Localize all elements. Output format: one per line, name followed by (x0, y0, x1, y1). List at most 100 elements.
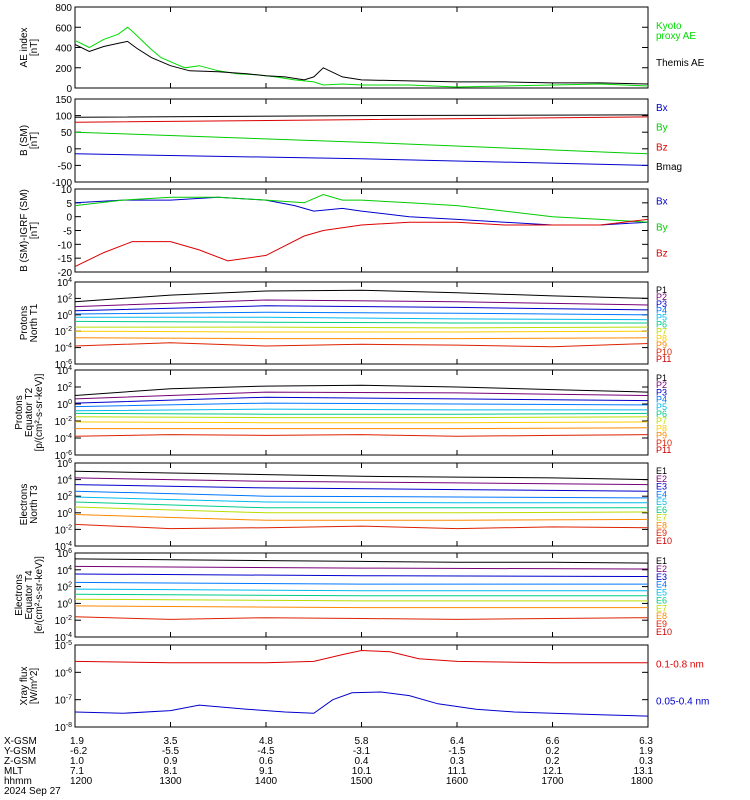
y-tick-label: 0 (66, 84, 72, 95)
legend-label-e8: E8 (656, 520, 667, 530)
x-axis-tick-value: -3.1 (353, 746, 371, 757)
panel-frame (74, 188, 649, 273)
series-line-e4 (75, 581, 648, 585)
y-tick-label: 800 (55, 3, 72, 14)
y-axis-title-line: Protons (14, 395, 25, 429)
series-line-p7 (75, 416, 648, 419)
series-line-bz (75, 116, 648, 123)
tick-label-base: 10 (55, 344, 67, 355)
legend-label-e5: E5 (656, 497, 667, 507)
y-tick-label: -15 (58, 254, 73, 265)
y-axis-title-line: North T3 (29, 485, 40, 524)
tick-label-base: 10 (57, 566, 69, 577)
tick-label-exponent: 6 (68, 458, 72, 465)
tick-label-base: 10 (55, 327, 67, 338)
x-axis-tick-value: 12.1 (543, 766, 563, 777)
y-tick-label: 10-4 (55, 541, 72, 553)
y-tick-label: 104 (57, 475, 72, 487)
y-axis-title-line: [e/(cm²-s-sr-keV)] (34, 556, 45, 634)
x-axis-tick-value: 0.6 (259, 756, 273, 767)
tick-label-base: 10 (57, 459, 69, 470)
y-tick-label: 10-6 (55, 359, 72, 371)
tick-label-exponent: 0 (68, 310, 72, 317)
y-tick-label: -5 (63, 227, 72, 238)
x-axis-tick-value: 1400 (255, 776, 278, 787)
y-tick-label: 102 (57, 382, 72, 394)
legend-label-e10: E10 (656, 627, 672, 637)
y-tick-label: 106 (57, 548, 72, 560)
x-axis-tick-value: 6.6 (546, 736, 560, 747)
tick-label-base: 10 (57, 311, 69, 322)
legend-label-p9: P9 (656, 340, 667, 350)
tick-label-exponent: -5 (66, 640, 72, 647)
y-tick-label: 104 (57, 565, 72, 577)
y-tick-label: -100 (52, 178, 72, 189)
series-line-kyoto-proxy-ae (75, 26, 648, 88)
legend-label-bx: Bx (656, 103, 668, 114)
tick-label-exponent: -4 (66, 343, 72, 350)
x-axis-tick-value: 10.1 (352, 766, 372, 777)
legend-label-p2: P2 (656, 292, 667, 302)
series-line-e5 (75, 588, 648, 592)
x-axis-tick-value: 0.2 (546, 756, 560, 767)
x-axis-tick-value: 9.1 (259, 766, 273, 777)
legend-label-e9: E9 (656, 619, 667, 629)
y-tick-label: 10-2 (55, 326, 72, 338)
panel-3: -20 -15 -10 -5 0 5 10 B (SM)-IGRF (SM)[nT] Bx By B… (19, 185, 668, 279)
legend-label-0-05-0-4-nm: 0.05-0.4 nm (656, 697, 709, 708)
tick-label-base: 10 (57, 509, 69, 520)
x-axis-tick-value: 13.1 (634, 766, 654, 777)
legend-label-e8: E8 (656, 611, 667, 621)
series-group (75, 26, 648, 88)
tick-label-exponent: 4 (68, 365, 72, 372)
legend-label-e7: E7 (656, 513, 667, 523)
series-line-themis-ae (75, 40, 648, 85)
x-axis-label-table: X-GSM 1.9 3.5 4.8 5.8 6.4 6.6 6.3 Y-GSM -6.2 -5.5 -… (4, 736, 653, 797)
tick-label-exponent: 2 (68, 491, 72, 498)
tick-label-exponent: 0 (68, 598, 72, 605)
panel-frame (74, 644, 649, 728)
series-line-e4 (75, 490, 648, 499)
series-line-p2 (75, 391, 648, 400)
x-axis-tick-value: 0.9 (164, 756, 178, 767)
legend-label-p11: P11 (656, 354, 671, 364)
y-axis-title-line: Electrons (19, 484, 30, 526)
series-group (75, 384, 648, 437)
legend-label-e6: E6 (656, 505, 667, 515)
tick-label-exponent: -4 (66, 433, 72, 440)
y-tick-label: 200 (55, 64, 72, 75)
y-axis-title-line: [nT] (29, 132, 40, 149)
legend-label-e1: E1 (656, 556, 667, 566)
tick-label-base: 10 (55, 668, 67, 679)
y-tick-label: -20 (58, 268, 73, 279)
series-line-e9 (75, 523, 648, 530)
legend-label-e2: E2 (656, 564, 667, 574)
legend-label-0-1-0-8-nm: 0.1-0.8 nm (656, 659, 704, 670)
y-axis-title: Xray flux[W/m^2] (19, 667, 40, 706)
x-axis-tick-value: 0.2 (546, 746, 560, 757)
y-axis-title-line: Electrons (14, 574, 25, 616)
legend-label-p9: P9 (656, 431, 667, 441)
tick-label-base: 10 (57, 549, 69, 560)
tick-label-base: 10 (57, 278, 69, 289)
legend-label-p10: P10 (656, 347, 672, 357)
tick-label-base: 10 (57, 492, 69, 503)
y-axis-title-line: AE index (19, 27, 30, 67)
y-tick-label: 0 (66, 213, 72, 224)
panel-frame (74, 98, 649, 183)
tick-label-base: 10 (57, 599, 69, 610)
y-tick-label: 10-7 (55, 695, 72, 707)
x-axis-row-label: Y-GSM (4, 746, 36, 757)
legend-label-by: By (656, 123, 668, 134)
legend-label-e6: E6 (656, 595, 667, 605)
y-tick-label: 102 (57, 293, 72, 305)
y-tick-label: 10-5 (55, 640, 72, 652)
legend-label-p1: P1 (656, 285, 667, 295)
x-axis-tick-value: 8.1 (164, 766, 178, 777)
y-axis-title-line: [nT] (29, 222, 40, 239)
legend-label-p11: P11 (656, 445, 671, 455)
y-tick-label: 10-2 (55, 524, 72, 536)
tick-label-exponent: 2 (68, 582, 72, 589)
series-line-by (75, 193, 648, 223)
